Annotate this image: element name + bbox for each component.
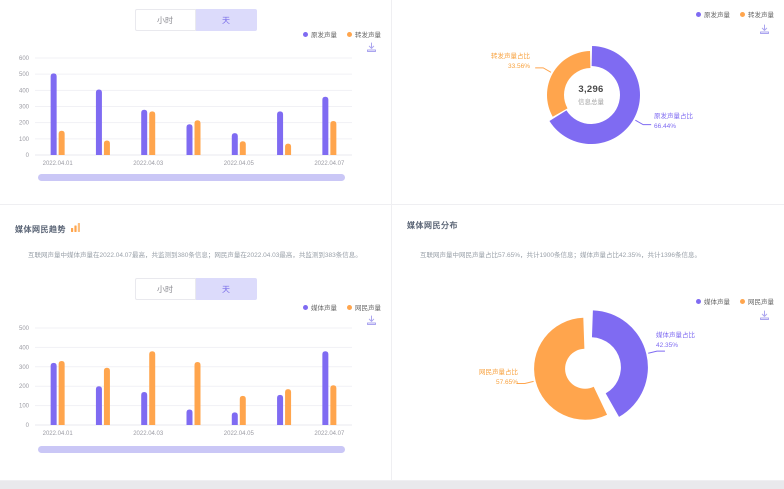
svg-text:600: 600 — [19, 56, 30, 62]
toggle-hour-button[interactable]: 小时 — [134, 9, 196, 31]
download-icon[interactable] — [366, 315, 377, 326]
svg-text:100: 100 — [19, 137, 30, 143]
trend-title-icon — [70, 220, 81, 238]
bar-chart-media-netizen-trend[interactable]: 0 100 200 300 400 500 2022.04.01 2022.04.03 2022… — [0, 320, 392, 445]
svg-text:200: 200 — [19, 121, 30, 127]
toggle-day-button[interactable]: 天 — [195, 278, 257, 300]
legend: 原发声量 转发声量 — [303, 29, 381, 39]
legend-item-netizen[interactable]: 网民声量 — [347, 302, 381, 312]
legend-item-original[interactable]: 原发声量 — [696, 9, 730, 19]
panel-title: 媒体网民趋势 — [15, 224, 66, 234]
legend-label: 网民声量 — [355, 305, 381, 312]
legend-label: 原发声量 — [704, 12, 730, 19]
svg-text:500: 500 — [19, 72, 30, 78]
legend-label: 网民声量 — [748, 299, 774, 306]
download-icon[interactable] — [366, 42, 377, 53]
legend-item-repost[interactable]: 转发声量 — [347, 29, 381, 39]
legend-item-original[interactable]: 原发声量 — [303, 29, 337, 39]
svg-text:2022.04.07: 2022.04.07 — [314, 161, 345, 167]
svg-text:2022.04.03: 2022.04.03 — [133, 431, 164, 437]
legend-item-media[interactable]: 媒体声量 — [696, 296, 730, 306]
svg-text:2022.04.01: 2022.04.01 — [43, 161, 74, 167]
svg-text:2022.04.01: 2022.04.01 — [43, 431, 74, 437]
svg-text:0: 0 — [26, 153, 30, 159]
svg-text:400: 400 — [19, 345, 30, 351]
data-zoom-slider[interactable] — [38, 446, 345, 453]
legend-label: 媒体声量 — [704, 299, 730, 306]
svg-text:300: 300 — [19, 105, 30, 111]
legend-dot-orange-icon — [347, 304, 352, 310]
svg-text:400: 400 — [19, 88, 30, 94]
svg-text:2022.04.03: 2022.04.03 — [133, 161, 164, 167]
legend: 媒体声量 网民声量 — [696, 296, 774, 306]
bar-chart-volume-trend[interactable]: 0 100 200 300 400 500 600 2022.04.01 2022.04.03 2… — [0, 50, 392, 175]
legend-dot-purple-icon — [303, 31, 308, 37]
legend: 媒体声量 网民声量 — [303, 302, 381, 312]
toggle-day-button[interactable]: 天 — [195, 9, 257, 31]
legend-label: 转发声量 — [355, 32, 381, 39]
toggle-hour-button[interactable]: 小时 — [134, 278, 196, 300]
download-icon[interactable] — [759, 310, 770, 321]
panel-volume-trend: 小时 天 原发声量 转发声量 0 100 200 300 400 500 600 2022.0… — [0, 0, 392, 205]
download-icon[interactable] — [759, 24, 770, 35]
panel-volume-share: 原发声量 转发声量 3,296 信息总量 转发声量占比 33.56% 原发声量占 — [392, 0, 784, 205]
legend-dot-purple-icon — [696, 11, 701, 17]
panel-media-netizen-trend: 媒体网民趋势 互联网声量中媒体声量在2022.04.07最高，共监测到380条信… — [0, 205, 392, 481]
svg-text:300: 300 — [19, 365, 30, 371]
legend-label: 转发声量 — [748, 12, 774, 19]
legend-label: 原发声量 — [311, 32, 337, 39]
legend-item-repost[interactable]: 转发声量 — [740, 9, 774, 19]
legend: 原发声量 转发声量 — [696, 9, 774, 19]
data-zoom-slider[interactable] — [38, 174, 345, 181]
svg-text:200: 200 — [19, 384, 30, 390]
panel-media-netizen-share: 媒体网民分布 互联网声量中网民声量占比57.65%，共计1900条信息；媒体声量… — [392, 205, 784, 481]
donut-chart-volume-share[interactable] — [392, 0, 784, 204]
legend-dot-purple-icon — [303, 304, 308, 310]
svg-text:100: 100 — [19, 404, 30, 410]
legend-dot-orange-icon — [740, 11, 745, 17]
donut-chart-media-netizen-share[interactable] — [392, 205, 784, 479]
legend-dot-purple-icon — [696, 298, 701, 304]
legend-dot-orange-icon — [740, 298, 745, 304]
svg-text:500: 500 — [19, 326, 30, 332]
time-granularity-toggle: 小时 天 — [134, 278, 257, 300]
legend-item-media[interactable]: 媒体声量 — [303, 302, 337, 312]
legend-label: 媒体声量 — [311, 305, 337, 312]
legend-dot-orange-icon — [347, 31, 352, 37]
panel-description: 互联网声量中媒体声量在2022.04.07最高，共监测到380条信息；网民声量在… — [28, 252, 362, 259]
page-bottom-scroll-strip[interactable] — [0, 481, 784, 489]
svg-text:0: 0 — [26, 423, 30, 429]
time-granularity-toggle: 小时 天 — [134, 9, 257, 31]
svg-text:2022.04.05: 2022.04.05 — [224, 431, 255, 437]
svg-text:2022.04.07: 2022.04.07 — [314, 431, 345, 437]
svg-text:2022.04.05: 2022.04.05 — [224, 161, 255, 167]
panel-description: 互联网声量中网民声量占比57.65%，共计1900条信息；媒体声量占比42.35… — [420, 252, 702, 259]
legend-item-netizen[interactable]: 网民声量 — [740, 296, 774, 306]
panel-title: 媒体网民分布 — [407, 221, 458, 230]
